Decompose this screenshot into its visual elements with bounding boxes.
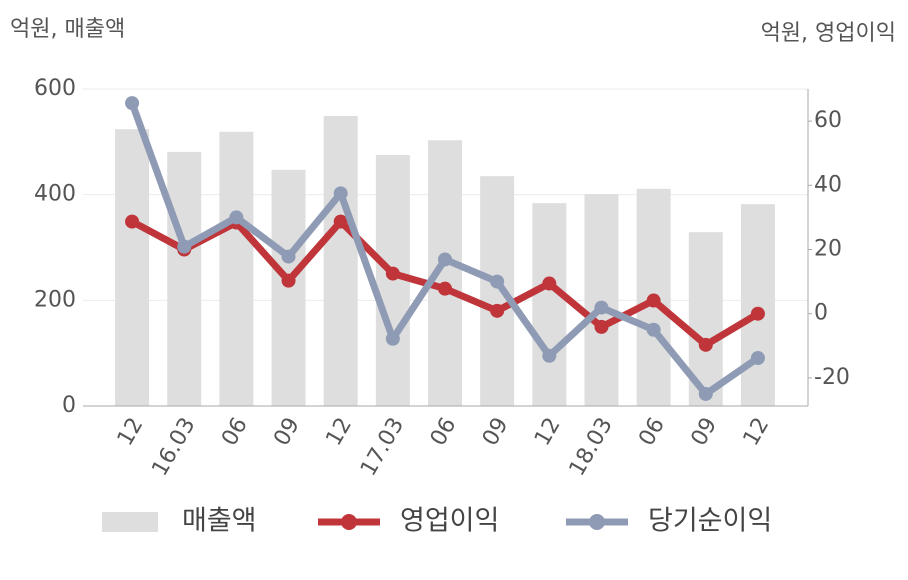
y2-tick-label: 0 [814, 301, 828, 326]
x-tick-label: 06 [634, 414, 670, 451]
legend-label: 매출액 [182, 506, 257, 537]
point [438, 281, 452, 296]
legend-label: 당기순이익 [648, 506, 772, 537]
y-tick-label: 0 [62, 393, 76, 418]
y-tick-label: 400 [34, 182, 76, 207]
y-tick-label: 200 [34, 287, 76, 312]
point [750, 351, 765, 366]
point [490, 303, 505, 318]
x-tick-label: 12 [113, 414, 149, 451]
y-axis-title: 억원, 매출액 [10, 17, 125, 42]
x-tick-label: 12 [321, 414, 357, 451]
point [750, 306, 765, 321]
bar [271, 169, 306, 406]
x-tick-label: 06 [217, 414, 253, 451]
point [594, 300, 609, 315]
y2-tick-label: 20 [814, 237, 842, 262]
bar [167, 151, 202, 406]
y-tick-label: 600 [34, 76, 76, 101]
x-tick-label: 18.03 [565, 414, 618, 481]
point [281, 273, 296, 288]
point [177, 239, 192, 254]
point [698, 386, 713, 401]
legend-marker [589, 514, 605, 530]
point [698, 337, 713, 352]
point [385, 266, 400, 281]
bar [584, 194, 619, 406]
x-tick-label: 12 [530, 414, 566, 451]
y2-axis-title: 억원, 영업이익 [761, 21, 896, 46]
bar [219, 131, 254, 407]
bar [115, 129, 150, 407]
point [646, 322, 661, 337]
point [333, 214, 348, 229]
y2-tick-label: 40 [814, 172, 842, 197]
y2-tick-label: -20 [814, 365, 850, 390]
y2-tick-label: 60 [814, 108, 842, 133]
bar [740, 204, 775, 406]
point [594, 319, 609, 334]
point [542, 276, 557, 291]
bar [532, 203, 567, 406]
x-tick-label: 09 [269, 414, 305, 451]
legend: 매출액 영업이익 당기순이익 [102, 506, 772, 537]
legend-label: 영업이익 [400, 506, 499, 537]
x-tick-label: 16.03 [147, 414, 200, 481]
legend-swatch [102, 512, 158, 532]
legend-marker [341, 514, 357, 530]
bar [323, 115, 358, 406]
point [385, 331, 400, 346]
x-tick-label: 17.03 [356, 414, 409, 481]
x-tick-label: 12 [739, 414, 775, 451]
x-tick-label: 09 [478, 413, 514, 450]
point [490, 274, 505, 289]
bar [480, 176, 515, 406]
point [333, 186, 348, 201]
point [438, 252, 452, 267]
point [229, 210, 244, 225]
point [646, 293, 661, 308]
x-tick-label: 06 [426, 414, 462, 451]
x-tick-label: 09 [687, 414, 723, 451]
point [281, 249, 296, 264]
point [125, 214, 140, 229]
point [125, 96, 140, 111]
point [542, 348, 557, 363]
